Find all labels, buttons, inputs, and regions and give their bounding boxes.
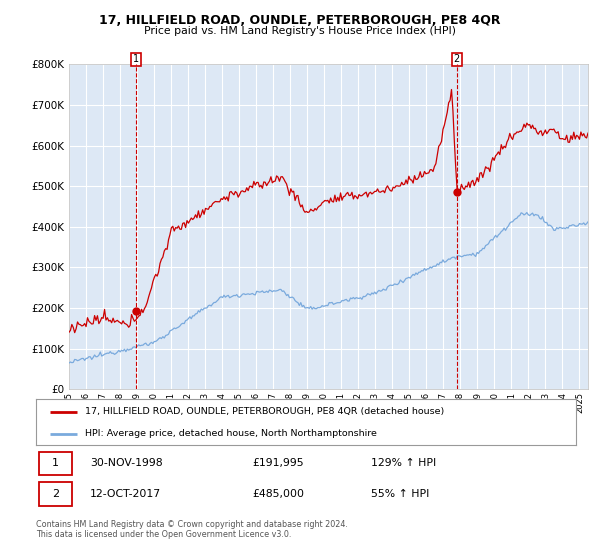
FancyBboxPatch shape <box>39 451 72 475</box>
Text: 17, HILLFIELD ROAD, OUNDLE, PETERBOROUGH, PE8 4QR (detached house): 17, HILLFIELD ROAD, OUNDLE, PETERBOROUGH… <box>85 407 444 416</box>
Text: 2: 2 <box>454 54 460 64</box>
Text: 17, HILLFIELD ROAD, OUNDLE, PETERBOROUGH, PE8 4QR: 17, HILLFIELD ROAD, OUNDLE, PETERBOROUGH… <box>99 14 501 27</box>
Text: 30-NOV-1998: 30-NOV-1998 <box>90 459 163 469</box>
Text: Contains HM Land Registry data © Crown copyright and database right 2024.
This d: Contains HM Land Registry data © Crown c… <box>36 520 348 539</box>
Text: 2: 2 <box>52 489 59 500</box>
Text: £191,995: £191,995 <box>252 459 304 469</box>
Text: 1: 1 <box>133 54 139 64</box>
Text: 55% ↑ HPI: 55% ↑ HPI <box>371 489 429 500</box>
Text: Price paid vs. HM Land Registry's House Price Index (HPI): Price paid vs. HM Land Registry's House … <box>144 26 456 36</box>
FancyBboxPatch shape <box>39 483 72 506</box>
Text: 1: 1 <box>52 459 59 469</box>
Text: 129% ↑ HPI: 129% ↑ HPI <box>371 459 436 469</box>
Text: HPI: Average price, detached house, North Northamptonshire: HPI: Average price, detached house, Nort… <box>85 429 376 438</box>
Text: 12-OCT-2017: 12-OCT-2017 <box>90 489 161 500</box>
Text: £485,000: £485,000 <box>252 489 304 500</box>
